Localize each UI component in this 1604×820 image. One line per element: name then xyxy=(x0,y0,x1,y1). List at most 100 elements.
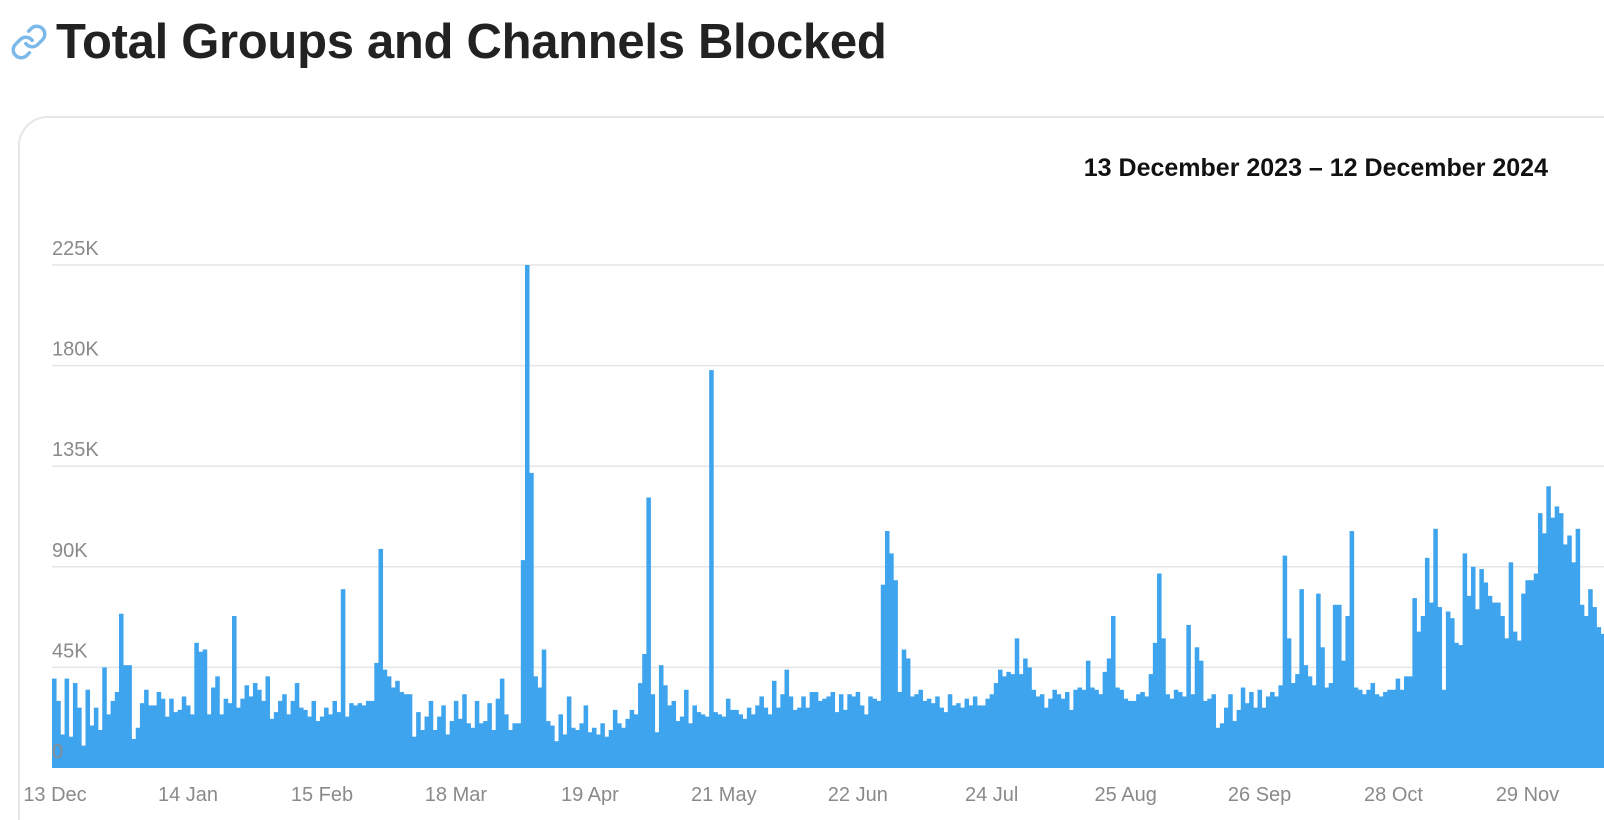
bar[interactable] xyxy=(1316,593,1321,768)
bar[interactable] xyxy=(1600,633,1604,768)
bar[interactable] xyxy=(997,669,1003,768)
bar[interactable] xyxy=(223,698,229,768)
bar[interactable] xyxy=(286,714,291,768)
bar[interactable] xyxy=(215,676,220,768)
bar[interactable] xyxy=(562,734,568,768)
bar[interactable] xyxy=(1579,604,1585,768)
bar[interactable] xyxy=(993,683,999,768)
bar[interactable] xyxy=(269,718,275,768)
bar[interactable] xyxy=(244,685,250,768)
bar[interactable] xyxy=(1387,689,1392,768)
bar[interactable] xyxy=(646,497,651,769)
bar[interactable] xyxy=(181,696,187,768)
bar[interactable] xyxy=(1320,647,1325,768)
bar[interactable] xyxy=(265,676,271,768)
bar[interactable] xyxy=(1341,660,1346,768)
bar[interactable] xyxy=(403,694,409,768)
bar[interactable] xyxy=(495,698,501,768)
bar[interactable] xyxy=(884,531,890,768)
bar[interactable] xyxy=(382,669,388,768)
bar[interactable] xyxy=(742,718,748,768)
bar[interactable] xyxy=(558,714,564,768)
bar[interactable] xyxy=(1274,696,1279,768)
bar[interactable] xyxy=(583,705,589,768)
bars[interactable] xyxy=(52,265,1604,768)
bar[interactable] xyxy=(1383,691,1388,768)
bar[interactable] xyxy=(411,736,417,768)
bar[interactable] xyxy=(332,700,337,768)
bar[interactable] xyxy=(1115,687,1120,768)
bar[interactable] xyxy=(910,696,915,768)
bar[interactable] xyxy=(830,691,836,768)
bar[interactable] xyxy=(905,658,911,768)
bar[interactable] xyxy=(1542,533,1547,768)
bar[interactable] xyxy=(319,716,325,768)
bar[interactable] xyxy=(1328,683,1334,768)
bar[interactable] xyxy=(420,730,425,768)
bar[interactable] xyxy=(1286,638,1292,768)
bar[interactable] xyxy=(638,683,643,768)
bar[interactable] xyxy=(650,694,656,768)
bar[interactable] xyxy=(847,694,852,768)
bar[interactable] xyxy=(1064,691,1070,768)
bar[interactable] xyxy=(838,694,844,768)
bar[interactable] xyxy=(1224,707,1229,768)
bar[interactable] xyxy=(667,705,672,768)
bar[interactable] xyxy=(554,741,559,768)
bar[interactable] xyxy=(131,738,137,768)
bar[interactable] xyxy=(311,700,317,768)
bar[interactable] xyxy=(985,698,990,768)
bar[interactable] xyxy=(278,700,283,768)
bar[interactable] xyxy=(424,716,430,768)
bar[interactable] xyxy=(499,678,505,768)
bar[interactable] xyxy=(1165,694,1170,768)
bar[interactable] xyxy=(751,714,756,768)
bar[interactable] xyxy=(1081,689,1087,768)
bar[interactable] xyxy=(72,683,78,768)
bar[interactable] xyxy=(257,689,262,768)
bar[interactable] xyxy=(692,705,697,768)
bar[interactable] xyxy=(1454,642,1459,768)
bar[interactable] xyxy=(755,705,760,768)
bar[interactable] xyxy=(437,716,442,768)
bar[interactable] xyxy=(1035,696,1041,768)
bar[interactable] xyxy=(725,698,731,768)
bar[interactable] xyxy=(545,721,551,768)
bar[interactable] xyxy=(1592,607,1597,768)
bar[interactable] xyxy=(349,703,354,768)
bar[interactable] xyxy=(219,714,224,768)
bar[interactable] xyxy=(771,680,777,768)
bar[interactable] xyxy=(696,712,702,768)
bar[interactable] xyxy=(395,680,400,768)
bar[interactable] xyxy=(1429,602,1434,768)
bar[interactable] xyxy=(1491,602,1497,768)
bar[interactable] xyxy=(315,721,321,768)
bar[interactable] xyxy=(1525,580,1530,768)
bar[interactable] xyxy=(370,700,375,768)
bar[interactable] xyxy=(1529,580,1535,768)
bar[interactable] xyxy=(591,727,597,768)
bar[interactable] xyxy=(512,723,517,768)
bar[interactable] xyxy=(1575,528,1581,768)
bar[interactable] xyxy=(1127,700,1133,768)
bar[interactable] xyxy=(1374,694,1380,768)
bar[interactable] xyxy=(1508,562,1514,768)
bar[interactable] xyxy=(977,705,982,768)
bar[interactable] xyxy=(336,712,342,768)
bar[interactable] xyxy=(872,698,877,768)
bar[interactable] xyxy=(1157,573,1162,768)
bar[interactable] xyxy=(1290,683,1296,768)
bar[interactable] xyxy=(198,651,204,768)
bar[interactable] xyxy=(1353,687,1359,768)
bar[interactable] xyxy=(1345,615,1350,768)
bar[interactable] xyxy=(922,700,928,768)
bar[interactable] xyxy=(1504,638,1510,768)
bar[interactable] xyxy=(1044,707,1049,768)
bar[interactable] xyxy=(1056,694,1062,768)
bar[interactable] xyxy=(391,687,396,768)
bar[interactable] xyxy=(106,714,111,768)
bar[interactable] xyxy=(1588,589,1593,768)
bar[interactable] xyxy=(822,698,827,768)
bar[interactable] xyxy=(1521,593,1526,768)
